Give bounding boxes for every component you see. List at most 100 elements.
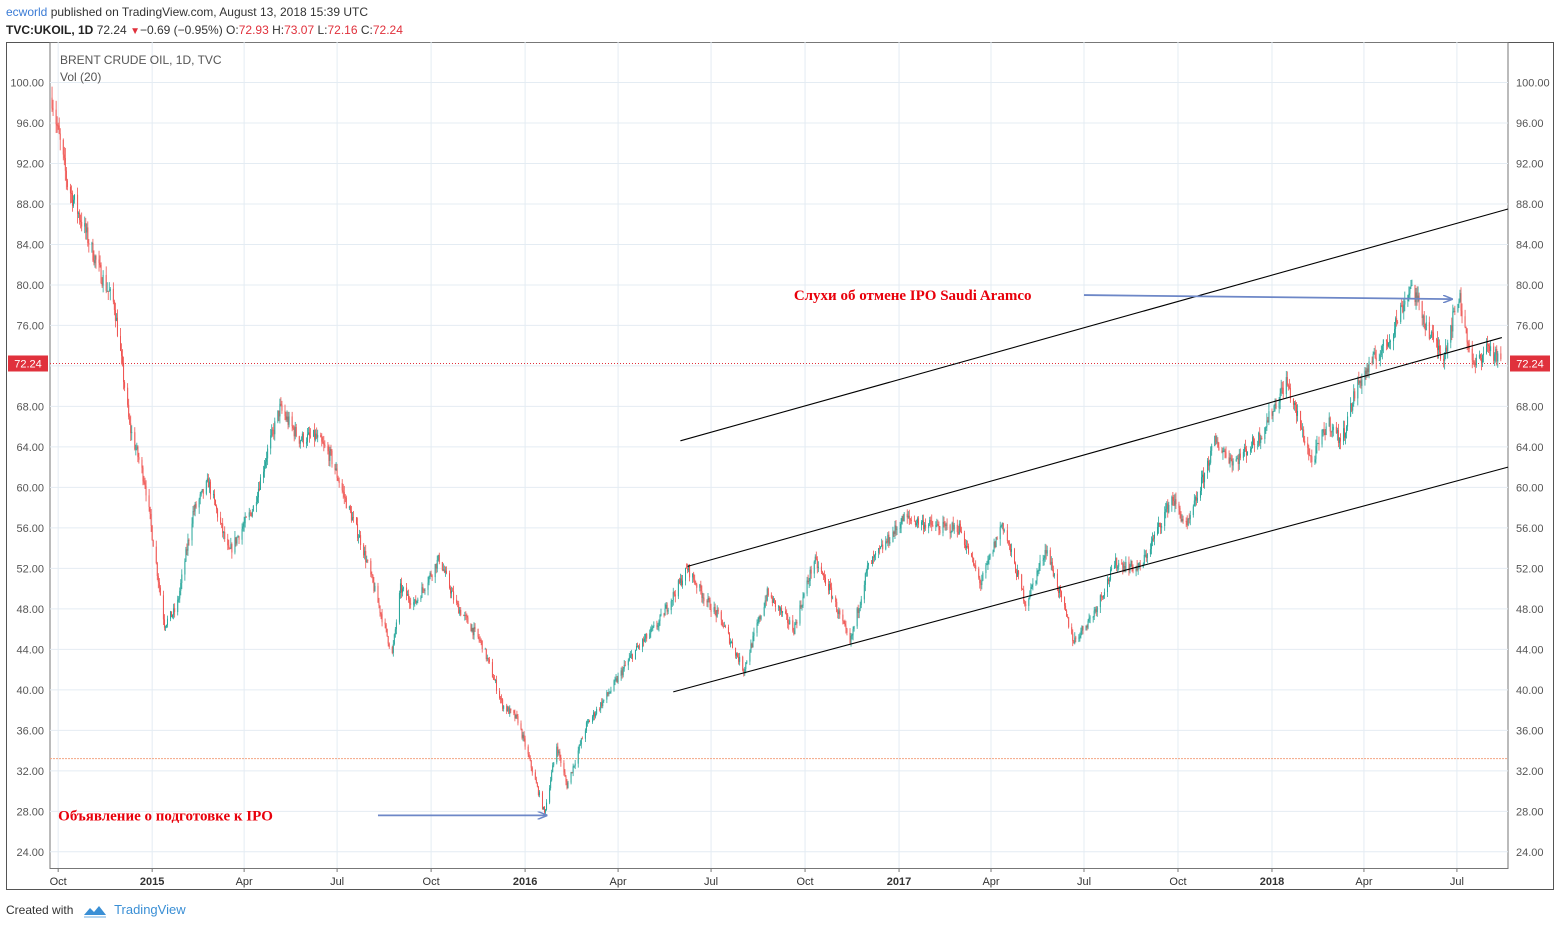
candle-body: [457, 602, 459, 605]
candle-body: [293, 428, 295, 437]
candle-body: [578, 745, 580, 751]
candle-body: [1251, 447, 1253, 450]
candle-body: [956, 524, 958, 533]
candle-body: [401, 588, 403, 593]
tradingview-link[interactable]: TradingView: [114, 902, 186, 917]
candle-body: [1218, 447, 1220, 451]
candle-body: [1259, 432, 1261, 444]
author-link[interactable]: ecworld: [6, 5, 48, 19]
ohlc-line: TVC:UKOIL, 1D 72.24 ▼−0.69 (−0.95%) O:72…: [6, 21, 1546, 39]
candle-body: [345, 497, 347, 509]
candle-body: [1274, 403, 1276, 406]
left-price-tick-label: 48.00: [16, 604, 44, 616]
candle-body: [1416, 292, 1418, 299]
candle-body: [149, 506, 151, 514]
candle-body: [615, 678, 617, 680]
annotation-label: Слухи об отмене IPO Saudi Aramco: [794, 288, 1032, 304]
candle-body: [87, 227, 89, 244]
candle-body: [274, 421, 276, 435]
candle-body: [600, 702, 602, 710]
candle-body: [603, 699, 605, 701]
left-price-axis[interactable]: 100.0096.0092.0088.0084.0080.0076.0072.0…: [8, 77, 48, 859]
candle-body: [406, 587, 408, 596]
candle-body: [1307, 443, 1309, 448]
candle-body: [159, 587, 161, 596]
trend-line-middle-channel[interactable]: [687, 337, 1503, 567]
candle-body: [124, 381, 126, 388]
candle-body: [1417, 295, 1419, 299]
candle-body: [1152, 538, 1154, 540]
candle-body: [842, 614, 844, 622]
candle-body: [157, 575, 159, 583]
publish-line: ecworld published on TradingView.com, Au…: [6, 3, 1546, 21]
candle-body: [780, 608, 782, 611]
candle-body: [105, 274, 107, 291]
candle-body: [1079, 636, 1081, 638]
time-axis[interactable]: Oct 2015 Apr Jul Oct 2016 Apr Jul Oct 2017 Apr Jul O…: [50, 868, 1464, 888]
candle-body: [373, 582, 375, 592]
candle-body: [530, 760, 532, 768]
candle-body: [1137, 566, 1139, 571]
right-price-axis[interactable]: 100.0096.0092.0088.0084.0080.0076.0072.0…: [1510, 77, 1550, 859]
candle-body: [502, 699, 504, 709]
trend-line-upper-channel[interactable]: [680, 208, 1509, 442]
candle-body: [391, 646, 393, 653]
candle-body: [451, 590, 453, 594]
candle-body: [835, 597, 837, 602]
candle-body: [808, 581, 810, 583]
candle-body: [965, 546, 967, 549]
candle-body: [1022, 588, 1024, 590]
trend-line-lower-channel[interactable]: [673, 466, 1509, 693]
candle-body: [343, 491, 345, 497]
right-price-tick-label: 64.00: [1516, 442, 1544, 454]
candle-body: [328, 451, 330, 461]
candle-body: [1016, 572, 1018, 577]
candle-body: [230, 544, 232, 549]
candle-body: [395, 622, 397, 630]
candle-body: [356, 517, 358, 525]
candle-body: [443, 569, 445, 573]
candle-body: [1066, 610, 1068, 617]
right-price-tick-label: 68.00: [1516, 401, 1544, 413]
current-price-badge-left: [8, 355, 48, 372]
candle-body: [964, 544, 966, 549]
candle-body: [1123, 565, 1125, 570]
candle-body: [123, 362, 125, 382]
candle-body: [288, 416, 290, 425]
candle-body: [1153, 534, 1155, 539]
candle-body: [388, 643, 390, 647]
candle-body: [935, 525, 937, 527]
candle-body: [127, 387, 129, 405]
candle-body: [408, 594, 410, 600]
candle-body: [1074, 637, 1076, 644]
candle-body: [1271, 411, 1273, 416]
left-price-tick-label: 76.00: [16, 320, 44, 332]
candle-body: [342, 490, 344, 492]
candle-body: [1353, 391, 1355, 404]
candle-body: [1067, 616, 1069, 618]
chart-frame[interactable]: Объявление о подготовке к IPO Слухи об от…: [6, 42, 1554, 890]
candle-body: [327, 446, 329, 452]
candle-body: [1207, 460, 1209, 473]
candle-body: [285, 415, 287, 420]
price-chart[interactable]: Объявление о подготовке к IPO Слухи об от…: [6, 42, 1554, 890]
candle-body: [186, 549, 188, 551]
time-tick-label: Oct: [423, 876, 440, 888]
candle-body: [1360, 380, 1362, 386]
candle-body: [1149, 549, 1151, 555]
candle-body: [1286, 377, 1288, 386]
candle-body: [666, 604, 668, 612]
candle-body: [902, 516, 904, 522]
candle-body: [735, 647, 737, 656]
tradingview-logo-icon[interactable]: [83, 904, 107, 918]
candle-body: [1223, 450, 1225, 452]
candle-body: [241, 528, 243, 540]
candle-body: [516, 714, 518, 717]
candle-body: [957, 532, 959, 534]
candle-body: [772, 598, 774, 604]
candle-body: [800, 605, 802, 607]
candle-body: [1187, 518, 1189, 526]
candle-body: [635, 646, 637, 650]
candle-body: [444, 570, 446, 573]
close-value: 72.24: [372, 23, 403, 37]
